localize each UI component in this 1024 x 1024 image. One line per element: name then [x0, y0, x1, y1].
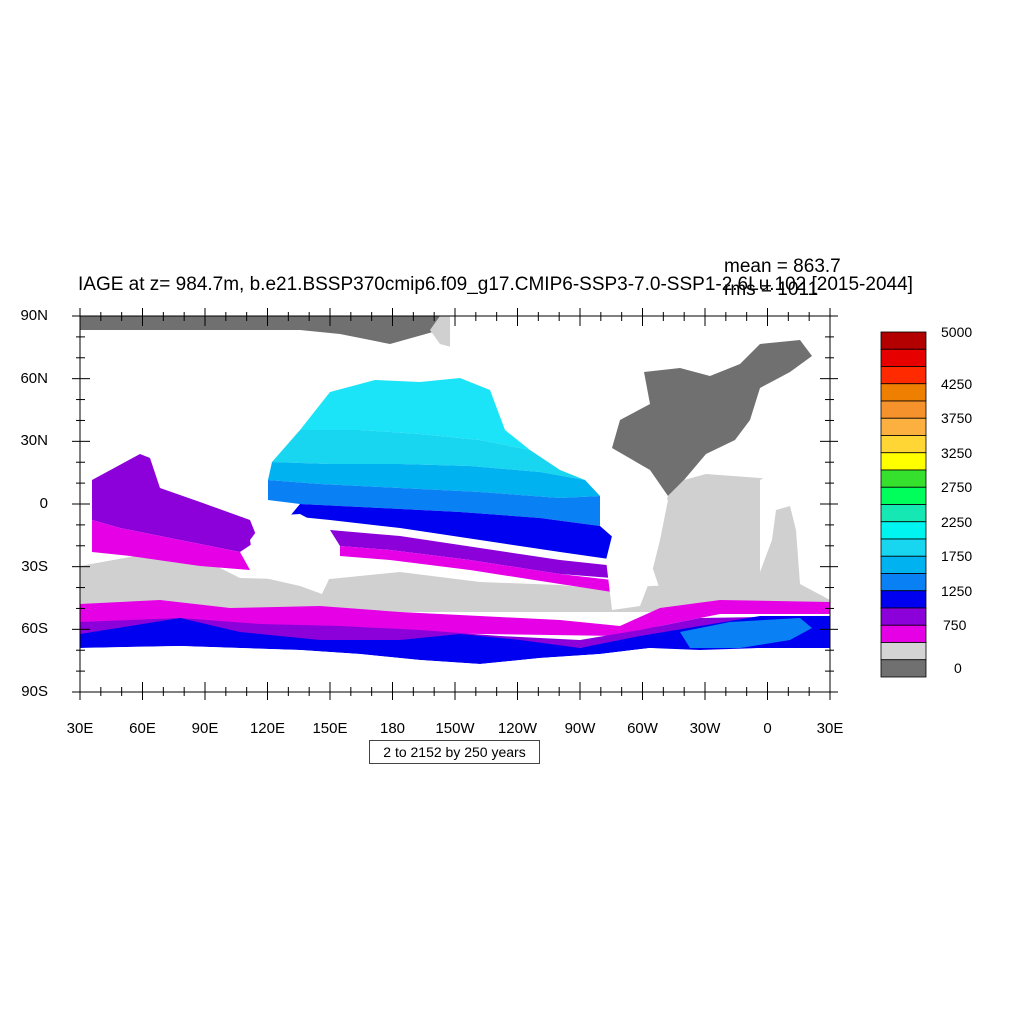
colorbar-label: 750	[943, 617, 967, 634]
lon-label: 30E	[816, 720, 844, 737]
lat-label: 30N	[20, 432, 48, 450]
colorbar-label: 3750	[941, 410, 973, 427]
pacific-magenta	[340, 546, 612, 592]
lon-label: 60E	[129, 720, 156, 737]
colorbar-swatch	[880, 555, 927, 574]
colorbar-swatch	[880, 469, 927, 488]
colorbar-swatch	[880, 400, 927, 419]
colorbar-swatch	[880, 590, 927, 609]
lat-label: 0	[39, 495, 48, 512]
colorbar-swatch	[880, 435, 927, 454]
lon-label: 180	[379, 720, 406, 737]
colorbar-swatch	[880, 486, 927, 505]
lon-label: 120W	[497, 720, 538, 737]
pacific-blue-mid	[268, 480, 600, 526]
colorbar	[880, 331, 927, 678]
colorbar-swatch	[880, 538, 927, 557]
colorbar-swatch	[880, 331, 927, 350]
colorbar-label: 3250	[941, 444, 973, 461]
lon-label: 120E	[249, 720, 286, 737]
lat-label: 30S	[21, 557, 48, 575]
colorbar-swatch	[880, 366, 927, 385]
map-field	[80, 316, 830, 692]
colorbar-label: 5000	[941, 324, 973, 340]
colorbar-swatch	[880, 521, 927, 540]
lat-label: 60N	[20, 369, 48, 387]
asia-land	[80, 330, 330, 490]
africa-land	[760, 440, 830, 600]
colorbar-label: 1750	[941, 548, 973, 565]
colorbar-swatch	[880, 659, 927, 678]
colorbar-swatch	[880, 642, 927, 661]
colorbar-swatch	[880, 383, 927, 402]
north-pacific-cyan-dark	[268, 462, 600, 498]
axis-ticks	[72, 308, 838, 700]
indian-ocean-purple	[92, 454, 258, 552]
interval-note: 2 to 2152 by 250 years	[369, 740, 540, 764]
pacific-purple	[330, 530, 616, 578]
colorbar-swatch	[880, 348, 927, 367]
lat-label: 60S	[21, 620, 48, 638]
lon-label: 150W	[435, 720, 475, 737]
colorbar-swatch	[880, 607, 927, 626]
lon-label: 30E	[66, 720, 94, 737]
weddell-blue-mid	[680, 618, 812, 648]
indian-ocean-magenta	[92, 520, 250, 570]
lon-label: 90W	[564, 720, 596, 737]
antarctica	[80, 646, 830, 692]
colorbar-swatch	[880, 624, 927, 643]
north-america-land	[450, 316, 640, 470]
colorbar-label: 1250	[941, 582, 973, 599]
north-pacific-cyan-top	[300, 378, 530, 450]
south-america-land	[600, 478, 668, 610]
colorbar-swatch	[880, 452, 927, 471]
mean-stat: mean = 863.7	[724, 256, 841, 277]
colorbar-swatch	[880, 504, 927, 523]
rms-stat: rms = 1011	[724, 279, 819, 300]
north-atlantic-dark	[612, 340, 812, 496]
colorbar-label: 0	[954, 660, 962, 677]
lon-label: 0	[763, 720, 772, 737]
lon-label: 60W	[627, 720, 658, 737]
australia-land	[250, 514, 338, 594]
lon-label: 150E	[312, 720, 348, 737]
north-pacific-cyan-light	[272, 430, 585, 480]
lon-label: 30W	[689, 720, 721, 737]
colorbar-label: 2250	[941, 513, 973, 530]
colorbar-swatch	[880, 573, 927, 592]
southern-blue-band	[80, 616, 830, 664]
plot-title: IAGE at z= 984.7m, b.e21.BSSP370cmip6.f0…	[78, 274, 913, 295]
lon-label: 90E	[191, 720, 219, 737]
colorbar-label: 2750	[941, 479, 973, 496]
colorbar-swatch	[880, 417, 927, 436]
pacific-blue	[290, 504, 616, 560]
lat-label: 90S	[21, 683, 48, 700]
lat-label: 90N	[20, 307, 48, 324]
colorbar-label: 4250	[941, 375, 973, 392]
